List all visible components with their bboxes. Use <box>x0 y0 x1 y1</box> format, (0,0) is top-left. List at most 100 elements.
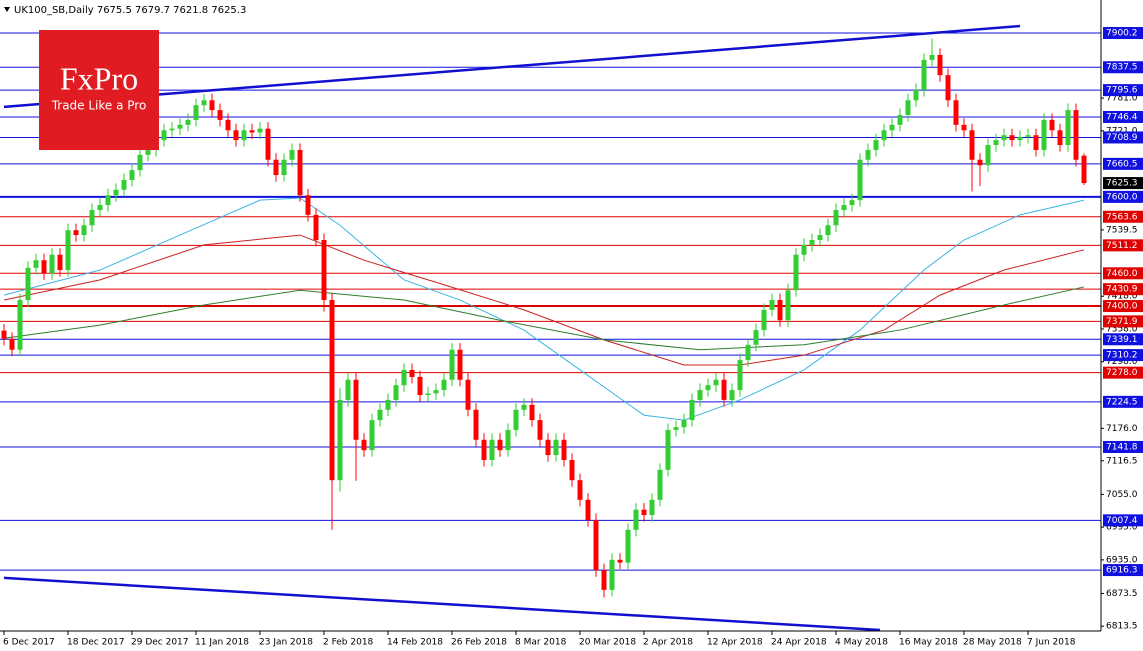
candle-body <box>393 385 399 400</box>
candle-body <box>65 230 71 271</box>
candle-body <box>601 570 607 590</box>
candle-body <box>801 244 807 255</box>
level-label: 7900.2 <box>1106 29 1138 39</box>
x-tick-label: 20 Mar 2018 <box>579 638 636 648</box>
candle-body <box>33 260 39 268</box>
candle-body <box>921 59 927 90</box>
level-label-box <box>1103 157 1143 170</box>
level-label: 7708.9 <box>1106 133 1138 143</box>
title-arrow <box>4 7 10 12</box>
candle-body <box>529 404 535 421</box>
candle-body <box>697 390 703 400</box>
candle-body <box>569 459 575 481</box>
candle-body <box>273 159 279 176</box>
candle-body <box>465 379 471 410</box>
candle-body <box>265 128 271 160</box>
level-label-box <box>1103 131 1143 144</box>
level-label: 7339.1 <box>1106 335 1138 345</box>
candle-body <box>929 54 935 60</box>
y-tick-label: 7176.0 <box>1106 424 1138 434</box>
level-label: 7310.2 <box>1106 351 1138 361</box>
candle-body <box>649 499 655 516</box>
candle-body <box>849 200 855 206</box>
level-label-box <box>1103 366 1143 379</box>
candle-body <box>937 54 943 76</box>
level-label: 7141.8 <box>1106 442 1138 452</box>
candle-body <box>857 159 863 201</box>
candle-body <box>377 409 383 421</box>
candle-body <box>825 225 831 236</box>
level-label-box <box>1103 283 1143 296</box>
candle-body <box>1081 155 1087 184</box>
level-label-box <box>1103 315 1143 328</box>
level-label: 7511.2 <box>1106 241 1138 251</box>
candle-body <box>705 385 711 391</box>
y-tick-label: 7418.0 <box>1106 292 1138 302</box>
candle-body <box>145 149 151 155</box>
candle-body <box>505 429 511 451</box>
candle-body <box>913 89 919 101</box>
candle-body <box>49 254 55 274</box>
level-label-box <box>1103 333 1143 346</box>
candle-body <box>89 209 95 226</box>
level-label: 7371.9 <box>1106 317 1138 327</box>
candle-body <box>833 209 839 226</box>
level-label-box <box>1103 61 1143 74</box>
candle-body <box>577 480 583 500</box>
candle-body <box>257 128 263 133</box>
candle-body <box>353 379 359 440</box>
candle-body <box>457 349 463 380</box>
y-tick-label: 6935.0 <box>1106 555 1138 565</box>
x-tick-label: 12 Apr 2018 <box>707 638 763 648</box>
candle-body <box>713 379 719 386</box>
candle-body <box>625 529 631 563</box>
candle-body <box>513 409 519 430</box>
candle-body <box>1033 135 1039 150</box>
x-tick-label: 14 Feb 2018 <box>387 638 443 648</box>
candle-body <box>673 427 679 430</box>
candle-body <box>721 379 727 400</box>
candle-body <box>521 404 527 410</box>
candle-body <box>769 300 775 310</box>
candle-body <box>425 393 431 396</box>
candle-body <box>329 300 335 481</box>
candle-body <box>969 130 975 160</box>
x-tick-label: 11 Jan 2018 <box>195 638 249 648</box>
candle-body <box>545 439 551 456</box>
candle-body <box>977 159 983 166</box>
level-label: 7460.0 <box>1106 269 1138 279</box>
candle-body <box>665 429 671 470</box>
candle-body <box>281 159 287 176</box>
logo-tagline: Trade Like a Pro <box>51 99 147 113</box>
axis-area: 7781.0 7721.0 7539.5 7418.0 7358.0 7298.0 7176… <box>3 27 1143 648</box>
candle-body <box>137 154 143 171</box>
candle-body <box>385 399 391 410</box>
candle-body <box>633 509 639 530</box>
candle-body <box>985 145 991 166</box>
candle-body <box>73 230 79 236</box>
x-tick-label: 8 Mar 2018 <box>515 638 567 648</box>
candle-body <box>641 509 647 516</box>
y-tick-label: 7116.5 <box>1106 456 1138 466</box>
candle-body <box>41 260 47 274</box>
y-tick-label: 7781.0 <box>1106 94 1138 104</box>
candle-body <box>17 300 23 350</box>
level-label-box <box>1103 110 1143 123</box>
trendline <box>3 24 1021 109</box>
candle-body <box>441 379 447 391</box>
x-tick-label: 6 Dec 2017 <box>3 638 55 648</box>
y-tick-label: 6873.5 <box>1106 589 1138 599</box>
y-tick-label: 7539.5 <box>1106 225 1138 235</box>
level-label: 6916.3 <box>1106 566 1138 576</box>
x-tick-label: 26 Feb 2018 <box>451 638 507 648</box>
level-label: 7563.6 <box>1106 212 1138 222</box>
level-label: 7278.0 <box>1106 368 1138 378</box>
candle-body <box>201 100 207 106</box>
candle-body <box>417 377 423 396</box>
candle-body <box>313 214 319 241</box>
moving-average <box>3 286 1085 351</box>
trendline <box>3 576 881 632</box>
candle-body <box>681 420 687 428</box>
